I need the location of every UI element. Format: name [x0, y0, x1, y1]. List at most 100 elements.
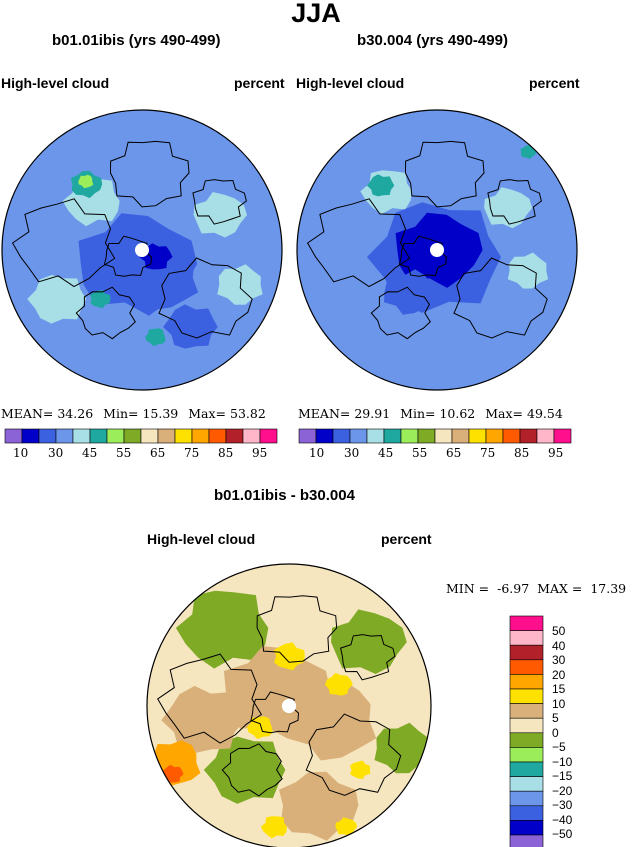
map-border: [1, 109, 283, 391]
panel2-field-label: High-level cloud: [296, 75, 405, 91]
panel2-colorbar-swatch: [298, 428, 317, 444]
panel1-colorbar-swatch: [225, 428, 244, 444]
map-coastline: [221, 743, 283, 797]
panel1-cbar-label: 30: [48, 446, 64, 460]
diff-cbar-label: −10: [552, 755, 573, 769]
panel2-colorbar-swatch: [468, 428, 487, 444]
diff-cbar-label: 10: [552, 697, 566, 711]
map-coastline: [158, 257, 253, 339]
diff-colorbar-swatch: [509, 776, 544, 792]
diff-cbar-label: −50: [552, 827, 573, 841]
panel2-colorbar-swatch: [519, 428, 538, 444]
panel1-colorbar-swatch: [208, 428, 227, 444]
panel2-cbar-label: 65: [446, 446, 462, 460]
panel1-max-value: 53.82: [230, 406, 266, 421]
panel1-colorbar-swatch: [191, 428, 210, 444]
diff-colorbar-swatch: [509, 659, 544, 675]
map-contour-region: [520, 145, 537, 159]
panel1-colorbar-swatch: [55, 428, 74, 444]
panel2-min-label: Min=: [400, 406, 436, 421]
diff-colorbar-swatch: [509, 805, 544, 821]
panel2-colorbar-swatch: [383, 428, 402, 444]
map-contour-region: [260, 816, 287, 839]
map-coastline: [340, 634, 396, 681]
map-coastline: [157, 653, 263, 744]
panel2-max-label: Max=: [485, 406, 524, 421]
panel1-units-label: percent: [234, 75, 285, 91]
map-coastline: [256, 595, 338, 663]
map-contour-region: [145, 328, 166, 347]
map-contour-region: [335, 817, 358, 836]
map-contour-region: [163, 304, 218, 349]
map-coastline: [305, 713, 402, 796]
panel1-mean-label: MEAN=: [1, 406, 54, 421]
panel2-cbar-label: 10: [309, 446, 325, 460]
panel2-colorbar-swatch: [553, 428, 572, 444]
panel1-colorbar-swatch: [242, 428, 261, 444]
page-title: JJA: [291, 0, 341, 28]
map-d: [147, 564, 431, 847]
map-coastline: [75, 286, 136, 340]
map-contour-region: [367, 174, 395, 197]
map-border: [296, 109, 578, 391]
panel2-colorbar-swatch: [349, 428, 368, 444]
diff-cbar-label: −30: [552, 798, 573, 812]
panel2-colorbar-swatch: [315, 428, 334, 444]
panel1-cbar-label: 85: [218, 446, 234, 460]
panel1-cbar-label: 75: [184, 446, 200, 460]
diff-cbar-label: 40: [552, 639, 566, 653]
map-coastline: [370, 286, 431, 340]
diff-cbar-label: 50: [552, 624, 566, 638]
panel2-units-label: percent: [529, 75, 580, 91]
map-contour-region: [217, 264, 263, 305]
diff-cbar-label: −15: [552, 769, 573, 783]
panel2-cbar-label: 30: [344, 446, 360, 460]
map-contour-region: [325, 672, 353, 696]
panel1-colorbar-swatch: [259, 428, 278, 444]
panel2-colorbar-swatch: [332, 428, 351, 444]
diff-colorbar-swatch: [509, 630, 544, 646]
panel1-colorbar-swatch: [21, 428, 40, 444]
panel1-colorbar-swatch: [174, 428, 193, 444]
diff-cbar-label: −40: [552, 813, 573, 827]
map-contour-region: [78, 174, 94, 189]
diff-cbar-label: 30: [552, 653, 566, 667]
pole-marker: [281, 698, 297, 714]
panel1-cbar-label: 65: [150, 446, 166, 460]
diff-cbar-label: 20: [552, 668, 566, 682]
panel1-cbar-label: 10: [13, 446, 29, 460]
panel1-max-label: Max=: [188, 406, 227, 421]
map-contour-region: [175, 590, 269, 669]
diff-colorbar-swatch: [509, 615, 544, 631]
panel1-min-label: Min=: [103, 406, 139, 421]
pole-marker: [135, 243, 149, 257]
panel1-cbar-label: 55: [116, 446, 132, 460]
panel1-cbar-label: 45: [82, 446, 98, 460]
map-contour-region: [247, 716, 273, 740]
map-contour-region: [507, 252, 549, 289]
panel1-colorbar-swatch: [123, 428, 142, 444]
map-contour-region: [331, 609, 407, 674]
map-coastline: [398, 235, 447, 277]
panel1-colorbar-swatch: [140, 428, 159, 444]
panel2-colorbar-swatch: [485, 428, 504, 444]
diff-stats: MIN = -6.97 MAX = 17.39: [446, 581, 626, 596]
panel1-colorbar-swatch: [72, 428, 91, 444]
map-coastline: [109, 140, 190, 208]
diff-units-label: percent: [381, 531, 432, 547]
panel1-colorbar-swatch: [157, 428, 176, 444]
map-contour-region: [90, 289, 111, 309]
panel2-colorbar-swatch: [502, 428, 521, 444]
panel2-mean-label: MEAN=: [298, 406, 351, 421]
panel2-colorbar-swatch: [434, 428, 453, 444]
diff-title: b01.01ibis - b30.004: [214, 487, 355, 504]
map-contour-region: [384, 269, 435, 315]
diff-colorbar-swatch: [509, 790, 544, 807]
panel1-cbar-label: 95: [252, 446, 268, 460]
panel1-field-label: High-level cloud: [1, 75, 110, 91]
diff-cbar-label: 15: [552, 682, 566, 696]
map-border: [146, 563, 432, 847]
map-contour-region: [27, 274, 87, 324]
panel2-title: b30.004 (yrs 490-499): [357, 32, 508, 49]
